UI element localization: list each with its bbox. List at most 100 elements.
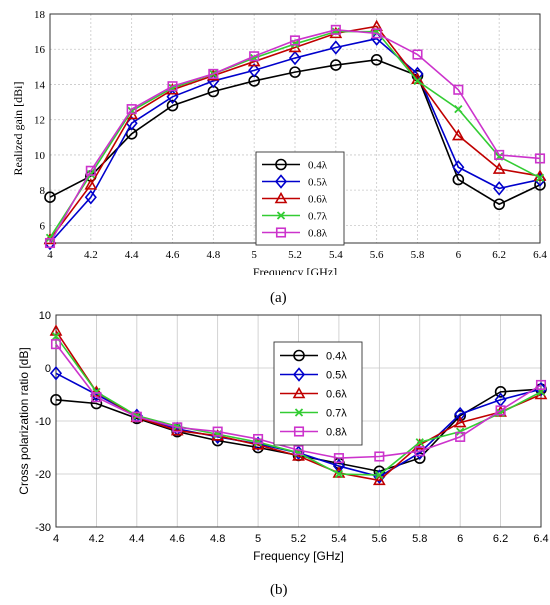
chart1-data-point	[50, 394, 62, 406]
chart0-data-point	[249, 51, 260, 62]
chart1-y-tick-label: 10	[39, 310, 51, 322]
chart1-y-tick-label: -20	[35, 469, 51, 481]
chart1-series-line	[55, 343, 542, 459]
chart0-x-tick-label: 4.4	[125, 249, 139, 261]
chart0-legend-marker	[274, 191, 288, 204]
chart0-y-axis-label: Realized gain [dBi]	[11, 82, 25, 176]
chart1-legend-marker	[292, 386, 306, 399]
chart1-data-point	[172, 422, 183, 433]
chart1-data-point	[375, 470, 384, 480]
chart1-data-point	[212, 426, 223, 437]
chart0-y-tick-label: 6	[40, 220, 46, 232]
chart0-y-tick-label: 18	[34, 9, 46, 21]
chart1-legend-label: 0.5λ	[326, 370, 347, 382]
chart0-data-point	[493, 198, 505, 211]
chart1-legend-marker	[294, 408, 304, 417]
chart1-data-point	[91, 392, 102, 403]
chart1-legend-marker	[293, 349, 305, 362]
chart1-x-tick-label: 5	[255, 533, 261, 545]
chart0-data-point	[330, 24, 341, 35]
chart1-x-tick-label: 4.2	[89, 533, 104, 545]
chart0-legend-label: 0.4λ	[308, 160, 328, 172]
chart1-x-tick-label: 5.2	[291, 533, 306, 545]
chart1-data-point	[535, 379, 547, 391]
chart1-x-tick-label: 6.2	[493, 533, 508, 545]
chart1-x-tick-label: 4	[53, 533, 59, 545]
chart1-data-point	[372, 473, 386, 486]
chart1-y-axis-label: Cross polarization ratio [dB]	[17, 347, 31, 494]
chart0-x-tick-label: 6.4	[533, 249, 547, 261]
chart1-data-point	[495, 405, 506, 416]
chart0-y-tick-label: 16	[34, 44, 46, 56]
chart1-x-tick-label: 4.8	[210, 533, 225, 545]
chart0-y-tick-label: 10	[34, 150, 46, 162]
chart1-legend-label: 0.6λ	[326, 389, 347, 401]
chart0-data-point	[126, 104, 137, 115]
chart1-y-tick-label: -30	[35, 522, 51, 534]
chart0-data-point	[167, 81, 178, 92]
chart1-legend: 0.4λ 0.5λ 0.6λ 0.7λ 0.8λ	[273, 341, 363, 446]
chart0-legend-label: 0.8λ	[308, 228, 328, 240]
chart0-y-tick-label: 14	[34, 79, 46, 91]
chart1-data-point	[50, 339, 62, 350]
chart0-data-point	[453, 84, 464, 95]
chart1-data-point	[173, 422, 182, 431]
chart0-data-point	[492, 162, 506, 174]
chart1-data-point	[494, 386, 507, 398]
chart0-data-point	[84, 178, 98, 190]
chart0-data-point	[370, 19, 384, 32]
chart1-series-4	[50, 339, 547, 464]
chart1-data-point	[49, 324, 63, 336]
chart0-legend: 0.4λ 0.5λ 0.6λ 0.7λ 0.8λ	[255, 151, 345, 246]
chart0-data-point	[371, 28, 382, 39]
chart0-series-line	[49, 29, 541, 244]
chart0-x-tick-label: 4.2	[84, 249, 98, 261]
chart0-series-4	[44, 24, 546, 249]
chart1-x-tick-label: 4.6	[170, 533, 185, 545]
chart1-legend-marker	[293, 426, 305, 437]
chart0-x-tick-label: 4.8	[206, 249, 220, 261]
chart0-x-tick-label: 4.6	[166, 249, 180, 261]
chart0-series-line	[49, 58, 541, 206]
chart0-x-axis-label: Frequency [GHz]	[253, 265, 337, 275]
chart0-data-point	[454, 104, 463, 114]
chart1-x-tick-label: 6	[457, 533, 463, 545]
chart0-x-tick-label: 5.4	[329, 249, 343, 261]
caption-b: (b)	[270, 582, 288, 598]
chart1-y-tick-label: -10	[35, 416, 51, 428]
chart0-legend-marker	[274, 174, 288, 189]
chart1-x-tick-label: 5.6	[372, 533, 387, 545]
chart0-data-point	[289, 35, 301, 46]
chart0-data-point	[288, 50, 302, 66]
chart0-data-point	[289, 66, 301, 78]
chart-realized-gain: 4 4.2 4.4 4.6 4.8 5 5.2 5.4 5.6 5.8 6 6.2 6.4 6 8 10 12 1…	[11, 9, 547, 275]
chart0-legend-marker	[275, 158, 287, 171]
chart0-x-tick-label: 4	[47, 249, 53, 261]
chart1-data-point	[455, 431, 466, 442]
chart0-series-line	[49, 25, 541, 240]
chart0-data-point	[494, 149, 505, 160]
chart1-data-point	[415, 438, 424, 447]
chart0-data-point	[452, 173, 465, 186]
chart0-legend-marker	[276, 211, 286, 220]
chart1-data-point	[90, 397, 103, 410]
chart0-data-point	[330, 59, 342, 71]
chart1-data-point	[49, 366, 63, 381]
chart1-data-point	[454, 406, 467, 422]
chart1-data-point	[332, 458, 345, 474]
chart0-data-point	[85, 165, 96, 176]
chart0-legend-marker	[275, 227, 287, 238]
chart1-legend-label: 0.7λ	[326, 408, 347, 420]
chart1-x-tick-label: 4.4	[129, 533, 144, 545]
chart1-data-point	[334, 469, 344, 479]
chart0-legend-label: 0.5λ	[308, 177, 328, 189]
chart1-x-tick-label: 6.4	[533, 533, 548, 545]
caption-a: (a)	[270, 290, 287, 306]
chart0-data-point	[452, 160, 465, 175]
chart0-x-tick-label: 5.6	[370, 249, 384, 261]
chart0-data-point	[44, 237, 56, 249]
chart0-data-point	[534, 153, 546, 164]
chart0-data-point	[535, 173, 545, 182]
chart0-data-point	[493, 181, 506, 196]
chart1-data-point	[453, 415, 467, 428]
